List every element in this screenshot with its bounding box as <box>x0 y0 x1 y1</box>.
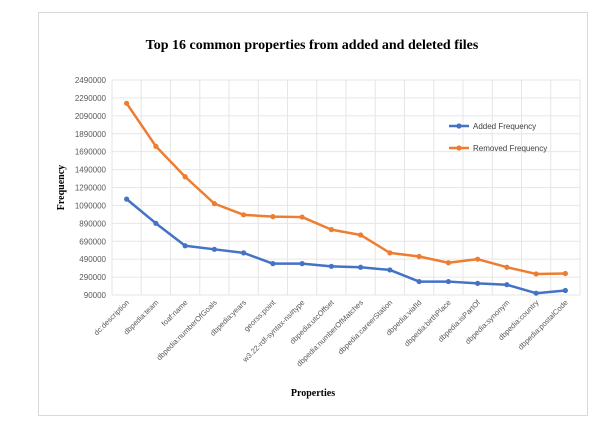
data-point <box>153 143 159 149</box>
y-tick-label: 490000 <box>79 255 106 264</box>
data-point <box>504 282 510 288</box>
data-point <box>270 261 276 267</box>
data-point <box>416 278 422 285</box>
data-point <box>153 220 159 226</box>
chart-title: Top 16 common properties from added and … <box>146 38 479 53</box>
chart-frame <box>38 12 588 416</box>
y-tick-label: 1290000 <box>75 184 107 193</box>
y-tick-label: 2090000 <box>75 112 107 121</box>
y-tick-label: 2290000 <box>75 94 107 103</box>
x-tick-label: dbpedia:careerStation <box>336 298 394 356</box>
legend-label: Removed Frequency <box>473 144 547 153</box>
y-tick-label: 2490000 <box>75 76 107 85</box>
data-point <box>124 100 130 106</box>
y-tick-label: 1490000 <box>75 166 107 175</box>
x-tick-label: dbpedia:postalCode <box>516 298 570 352</box>
data-point <box>270 214 276 220</box>
data-point <box>299 214 305 220</box>
data-point <box>358 232 364 238</box>
legend-label: Added Frequency <box>473 122 536 131</box>
data-point <box>475 256 481 262</box>
series-line-added-frequency <box>125 198 566 295</box>
y-tick-label: 690000 <box>79 237 106 246</box>
data-point <box>445 260 451 266</box>
x-tick-label: foaf:name <box>160 298 190 328</box>
data-point <box>416 253 422 260</box>
y-tick-label: 1690000 <box>75 148 107 157</box>
data-point <box>358 264 364 270</box>
y-axis-title: Frequency <box>56 165 67 210</box>
data-point <box>241 250 247 256</box>
data-point <box>387 250 393 256</box>
data-point <box>328 227 334 233</box>
legend: Added Frequency Removed Frequency <box>449 122 547 153</box>
data-point <box>387 267 393 273</box>
data-point <box>562 270 568 277</box>
data-point <box>328 263 334 269</box>
y-tick-label: 1890000 <box>75 130 107 139</box>
y-tick-label: 1090000 <box>75 201 107 210</box>
data-point <box>533 290 539 296</box>
data-point <box>124 196 130 202</box>
series-lines <box>124 100 568 296</box>
y-tick-label: 890000 <box>79 219 106 228</box>
legend-marker <box>456 145 462 151</box>
data-point <box>241 212 247 218</box>
data-point <box>299 261 305 267</box>
data-point <box>211 246 217 252</box>
data-point <box>211 201 217 207</box>
data-point <box>445 278 451 285</box>
data-point <box>182 174 188 180</box>
data-point <box>562 287 568 294</box>
data-point <box>475 280 481 286</box>
data-point <box>533 271 539 277</box>
x-axis-title: Properties <box>291 388 335 399</box>
y-tick-label: 90000 <box>84 291 107 300</box>
y-tick-label: 290000 <box>79 273 106 282</box>
gridlines <box>111 79 581 296</box>
y-axis-ticks: 90000 290000 490000 690000 890000 1090000 1290… <box>75 76 107 300</box>
data-point <box>504 264 510 270</box>
data-point <box>182 243 188 249</box>
legend-marker <box>456 123 462 129</box>
series-line-removed-frequency <box>125 102 566 276</box>
